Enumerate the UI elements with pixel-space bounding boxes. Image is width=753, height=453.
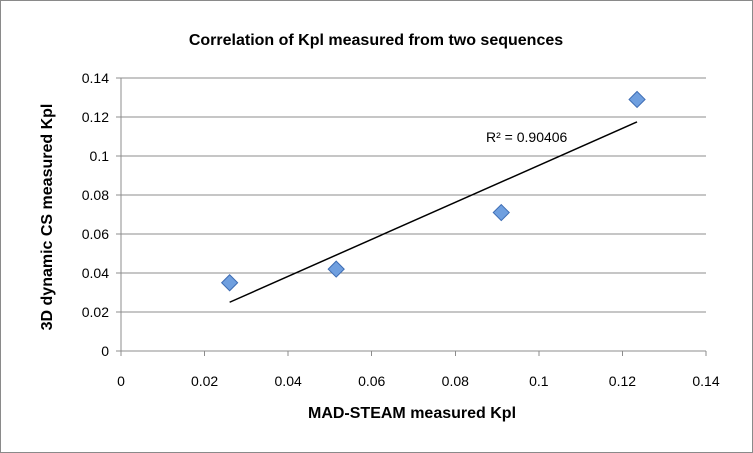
x-tick-label-1: 0.02	[191, 373, 218, 389]
axis-layer	[120, 78, 706, 352]
y-tick-label-5: 0.1	[90, 148, 110, 164]
x-tick-label-2: 0.04	[275, 373, 302, 389]
x-axis-label: MAD-STEAM measured Kpl	[308, 405, 516, 422]
y-axis-label: 3D dynamic CS measured Kpl	[39, 104, 56, 331]
x-tick-label-6: 0.12	[609, 373, 636, 389]
chart-title: Correlation of Kpl measured from two seq…	[189, 32, 563, 49]
y-tick-label-2: 0.04	[82, 265, 109, 281]
y-tick-label-4: 0.08	[82, 187, 109, 203]
x-tick-label-4: 0.08	[442, 373, 469, 389]
data-point-0-3	[628, 90, 646, 109]
r-squared-label: R² = 0.90406	[486, 129, 568, 145]
trendline-layer	[229, 121, 638, 303]
data-point-0-1	[327, 260, 345, 278]
grid-layer	[121, 77, 706, 313]
trendline	[229, 121, 638, 303]
x-tick-label-3: 0.06	[358, 373, 385, 389]
x-tick-label-0: 0	[117, 373, 125, 389]
y-tick-label-1: 0.02	[82, 304, 109, 320]
y-tick-label-0: 0	[101, 343, 109, 359]
marker-layer	[220, 90, 646, 292]
data-point-0-2	[492, 203, 510, 222]
data-point-0-0	[220, 274, 239, 292]
y-tick-label-3: 0.06	[82, 226, 109, 242]
x-tick-label-7: 0.14	[692, 373, 719, 389]
x-tick-label-5: 0.1	[529, 373, 549, 389]
y-tick-label-6: 0.12	[82, 109, 109, 125]
tick-layer: 0 0.02 0.04 0.06 0.08 0.1 0.12 0.14 0 0.02 0.04 0.0…	[82, 70, 720, 389]
y-tick-label-7: 0.14	[82, 70, 109, 86]
